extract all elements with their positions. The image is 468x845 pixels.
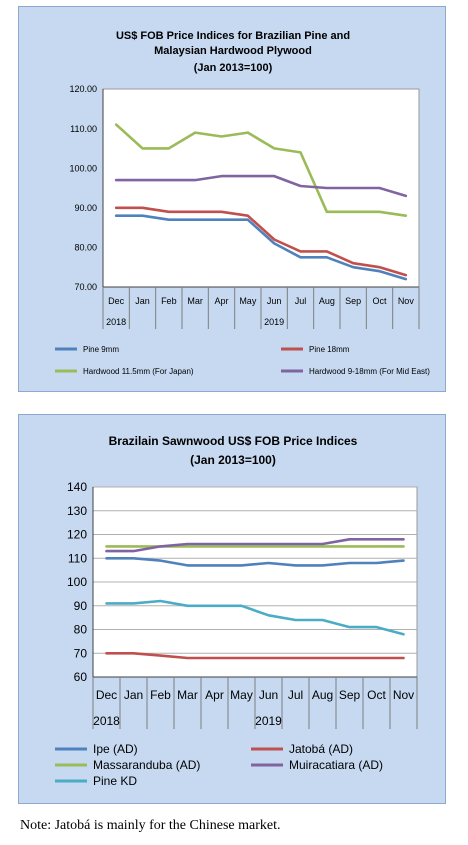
sawnwood-legend-label: Muiracatiara (AD) — [289, 758, 383, 772]
plywood-x-tick-label: Jan — [135, 296, 150, 306]
plywood-title-line: US$ FOB Price Indices for Brazilian Pine… — [116, 30, 350, 42]
sawnwood-legend-label: Jatobá (AD) — [289, 742, 353, 756]
plywood-title-line: (Jan 2013=100) — [194, 62, 273, 74]
plywood-year-label: 2019 — [264, 317, 284, 327]
plywood-series-line-2 — [114, 206, 408, 277]
plywood-series-line-3 — [114, 123, 408, 217]
sawnwood-series-line-2 — [105, 652, 405, 660]
plywood-x-tick-label: Mar — [187, 296, 203, 306]
plywood-chart-panel: US$ FOB Price Indices for Brazilian Pine… — [18, 6, 446, 392]
sawnwood-x-tick-label: Sep — [339, 688, 361, 702]
plywood-price-chart: US$ FOB Price Indices for Brazilian Pine… — [55, 30, 430, 376]
plywood-legend-label: Pine 9mm — [83, 345, 119, 354]
sawnwood-x-tick-label: Oct — [367, 688, 386, 702]
plywood-legend-label: Pine 18mm — [309, 345, 350, 354]
plywood-x-tick-label: Feb — [161, 296, 177, 306]
sawnwood-y-tick-label: 120 — [67, 528, 87, 542]
plywood-x-tick-label: May — [239, 296, 257, 306]
plywood-x-tick-label: Jul — [295, 296, 307, 306]
plywood-year-label: 2018 — [106, 317, 126, 327]
plywood-y-tick-label: 90.00 — [74, 203, 97, 213]
plywood-y-tick-label: 120.00 — [69, 84, 97, 94]
sawnwood-y-tick-label: 70 — [74, 646, 88, 660]
plywood-y-tick-label: 100.00 — [69, 163, 97, 173]
plywood-x-tick-label: Jun — [267, 296, 282, 306]
sawnwood-legend-label: Pine KD — [93, 774, 137, 788]
sawnwood-title-line: Brazilain Sawnwood US$ FOB Price Indices — [109, 434, 358, 448]
sawnwood-y-tick-label: 90 — [74, 599, 88, 613]
sawnwood-x-tick-label: Jul — [288, 688, 303, 702]
sawnwood-series-line-1 — [105, 557, 405, 567]
sawnwood-year-label: 2018 — [93, 714, 120, 728]
plywood-x-tick-label: Nov — [398, 296, 415, 306]
plywood-legend-label: Hardwood 11.5mm (For Japan) — [83, 367, 194, 376]
sawnwood-year-label: 2019 — [255, 714, 282, 728]
sawnwood-x-tick-label: Dec — [96, 688, 117, 702]
plywood-x-tick-label: Sep — [345, 296, 361, 306]
plywood-series-line-4 — [114, 174, 408, 198]
plywood-title-line: Malaysian Hardwood Plywood — [154, 45, 312, 57]
plywood-y-tick-label: 80.00 — [74, 243, 97, 253]
footnote: Note: Jatobá is mainly for the Chinese m… — [20, 818, 281, 833]
sawnwood-x-tick-label: Jun — [259, 688, 278, 702]
sawnwood-series-line-4 — [105, 538, 405, 553]
sawnwood-series-line-5 — [105, 599, 405, 636]
plywood-x-tick-label: Apr — [214, 296, 228, 306]
sawnwood-legend-label: Massaranduba (AD) — [93, 758, 200, 772]
sawnwood-y-tick-label: 130 — [67, 504, 87, 518]
sawnwood-price-chart: Brazilain Sawnwood US$ FOB Price Indices… — [55, 434, 418, 788]
sawnwood-y-tick-label: 140 — [67, 480, 87, 494]
plywood-legend-label: Hardwood 9-18mm (For Mid East) — [309, 367, 430, 376]
plywood-y-tick-label: 70.00 — [74, 282, 97, 292]
sawnwood-y-tick-label: 60 — [74, 670, 88, 684]
sawnwood-chart-panel: Brazilain Sawnwood US$ FOB Price Indices… — [18, 414, 446, 804]
sawnwood-y-tick-label: 80 — [74, 623, 88, 637]
plywood-x-tick-label: Oct — [372, 296, 387, 306]
plywood-x-tick-label: Aug — [319, 296, 335, 306]
plywood-series-line-1 — [114, 214, 408, 281]
plywood-y-tick-label: 110.00 — [70, 124, 97, 134]
sawnwood-title-line: (Jan 2013=100) — [190, 453, 276, 467]
sawnwood-x-tick-label: May — [230, 688, 253, 702]
sawnwood-x-tick-label: Jan — [124, 688, 143, 702]
sawnwood-y-tick-label: 100 — [67, 575, 87, 589]
sawnwood-x-tick-label: Aug — [312, 688, 333, 702]
sawnwood-x-tick-label: Nov — [393, 688, 414, 702]
sawnwood-y-tick-label: 110 — [68, 551, 87, 565]
sawnwood-x-tick-label: Mar — [177, 688, 198, 702]
sawnwood-legend-label: Ipe (AD) — [93, 742, 138, 756]
sawnwood-x-tick-label: Apr — [205, 688, 224, 702]
plywood-x-tick-label: Dec — [108, 296, 125, 306]
sawnwood-x-tick-label: Feb — [150, 688, 171, 702]
